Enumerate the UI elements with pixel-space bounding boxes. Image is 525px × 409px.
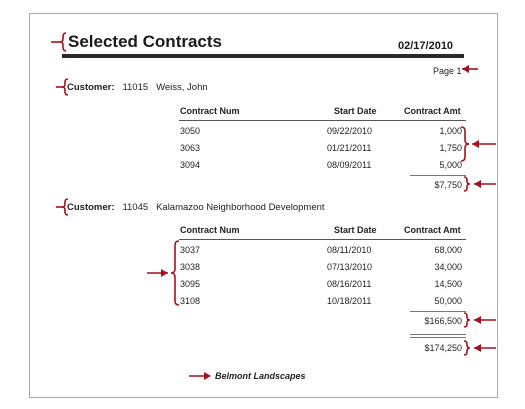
col-header-start-date: Start Date	[334, 225, 377, 235]
customer-name: Weiss, John	[156, 82, 208, 93]
report-date: 02/17/2010	[398, 40, 454, 52]
customer1-callout-icon	[56, 78, 69, 96]
contract-amt: 1,000	[439, 126, 462, 136]
contract-num: 3095	[180, 279, 201, 289]
customer-label: Customer:	[67, 82, 115, 93]
contract-num: 3063	[180, 143, 201, 153]
col-header-contract-num: Contract Num	[180, 106, 240, 116]
start-date: 01/21/2011	[327, 143, 372, 153]
grand-total-amount: $174,250	[424, 343, 462, 353]
contract-nums2-brace-icon	[147, 240, 180, 306]
subtotal-amount: $7,750	[434, 180, 462, 190]
customer-header-2: Customer: 11045 Kalamazoo Neighborhood D…	[67, 202, 325, 213]
col-header-contract-num: Contract Num	[180, 225, 240, 235]
col-header-start-date: Start Date	[334, 106, 377, 116]
subtotal-amount: $166,500	[424, 316, 462, 326]
contract-num: 3108	[180, 296, 201, 306]
col-header-contract-amt: Contract Amt	[404, 106, 461, 116]
header-underline	[179, 239, 466, 240]
grand-total-rule-2	[410, 337, 466, 338]
start-date: 10/18/2011	[327, 296, 372, 306]
customer2-callout-icon	[56, 198, 69, 216]
grand-total-rule-1	[410, 334, 466, 335]
report-page: Selected Contracts 02/17/2010 Page 1 Cus…	[29, 13, 498, 398]
page-number-arrow-icon	[462, 65, 478, 73]
contract-num: 3050	[180, 126, 201, 136]
customer-header-1: Customer: 11015 Weiss, John	[67, 82, 208, 93]
header-underline	[179, 120, 466, 121]
title-callout-icon	[51, 32, 67, 52]
start-date: 08/09/2011	[327, 160, 372, 170]
title-rule	[62, 54, 464, 58]
contract-amt: 5,000	[439, 160, 462, 170]
customer-label: Customer:	[67, 202, 115, 213]
contract-amt: 1,750	[439, 143, 462, 153]
grand-total-brace-icon	[463, 340, 496, 356]
contract-num: 3038	[180, 262, 201, 272]
customer-id: 11045	[122, 202, 149, 213]
contract-amt: 14,500	[434, 279, 462, 289]
start-date: 08/16/2011	[327, 279, 372, 289]
amounts1-brace-icon	[460, 126, 496, 162]
subtotal-rule	[410, 175, 466, 176]
contract-amt: 34,000	[434, 262, 462, 272]
report-footer: Belmont Landscapes	[215, 371, 306, 381]
start-date: 07/13/2010	[327, 262, 373, 272]
contract-num: 3037	[180, 245, 201, 255]
contract-amt: 68,000	[434, 245, 462, 255]
page-number: Page 1	[433, 66, 462, 76]
customer-name: Kalamazoo Neighborhood Development	[156, 202, 325, 213]
report-title: Selected Contracts	[68, 32, 222, 51]
subtotal-rule	[410, 311, 466, 312]
col-header-contract-amt: Contract Amt	[404, 225, 461, 235]
contract-num: 3094	[180, 160, 201, 170]
start-date: 09/22/2010	[327, 126, 373, 136]
contract-amt: 50,000	[434, 296, 462, 306]
footer-arrow-icon	[189, 372, 211, 380]
subtotal1-brace-icon	[463, 176, 496, 192]
start-date: 08/11/2010	[327, 245, 372, 255]
customer-id: 11015	[122, 82, 149, 93]
subtotal2-brace-icon	[463, 312, 496, 328]
